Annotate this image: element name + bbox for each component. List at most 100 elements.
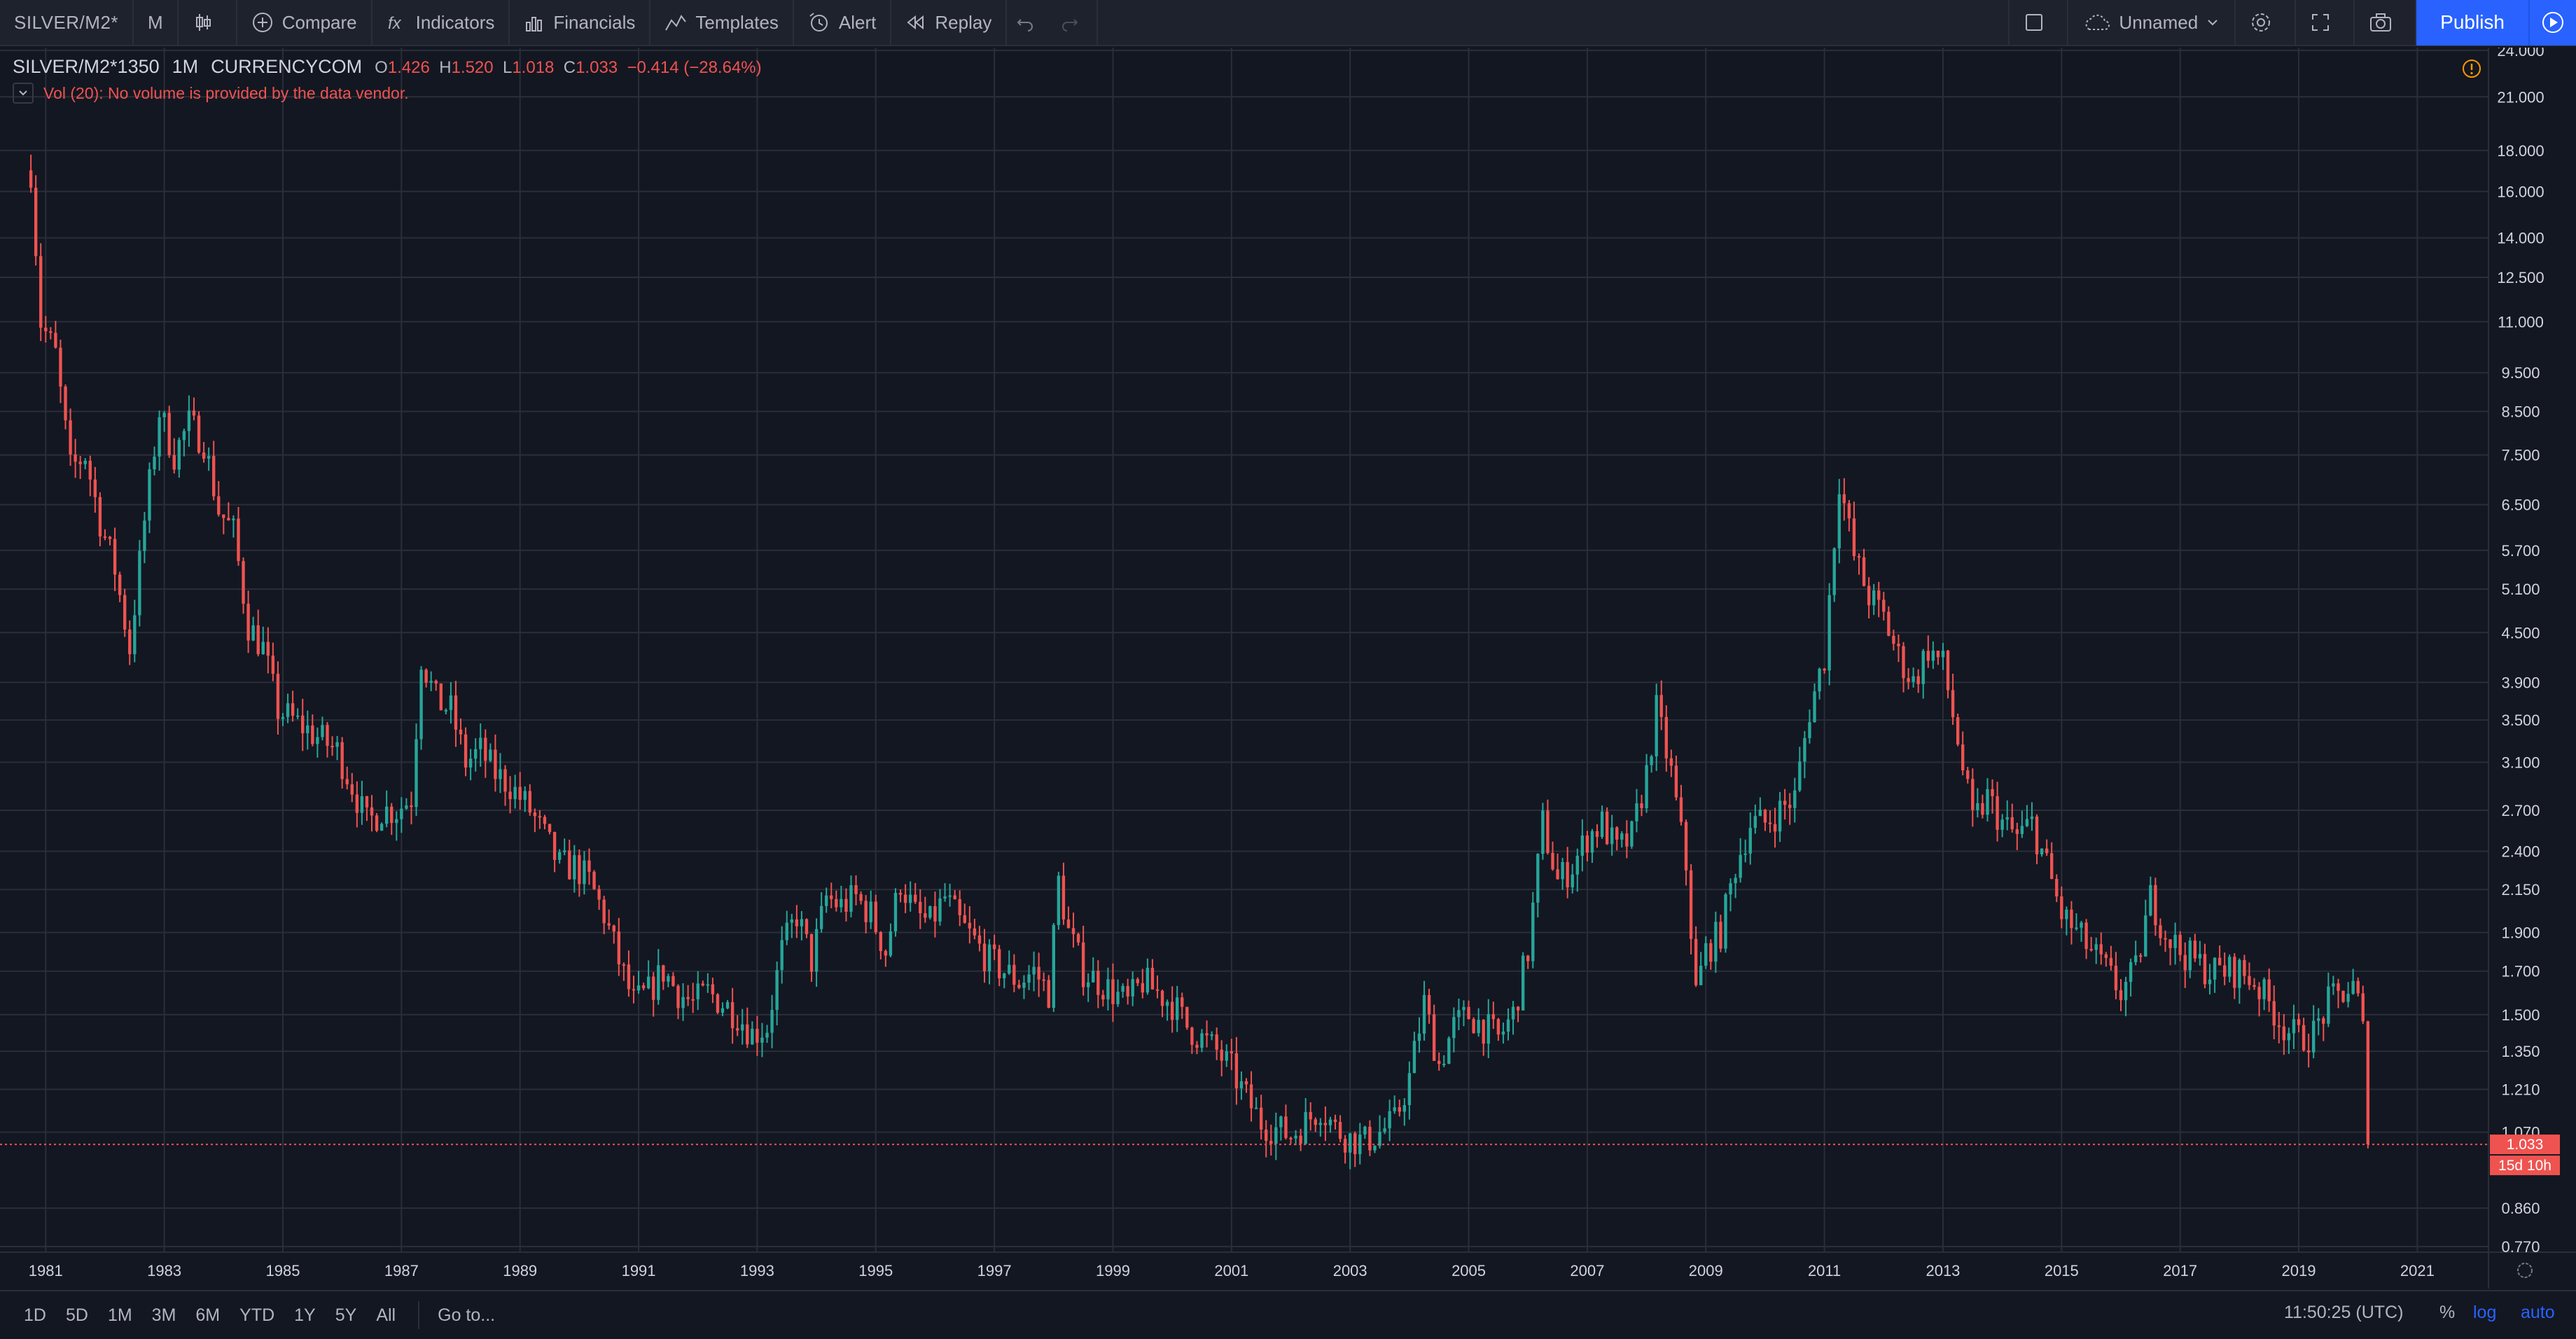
layout-select-button[interactable] <box>2008 0 2069 46</box>
candle-body <box>2213 957 2217 980</box>
undo-button[interactable] <box>1007 0 1052 46</box>
candle-body <box>335 742 339 747</box>
auto-toggle[interactable]: auto <box>2521 1303 2555 1322</box>
candle-body <box>908 894 912 903</box>
candle-body <box>2243 959 2246 976</box>
time-tick-label: 1997 <box>977 1262 1012 1279</box>
candle-body <box>1941 651 1945 658</box>
publish-label: Publish <box>2440 11 2505 33</box>
candle-body <box>607 923 611 926</box>
candle-body <box>64 386 67 421</box>
fullscreen-button[interactable] <box>2296 0 2355 46</box>
goto-button[interactable]: Go to... <box>438 1305 496 1325</box>
candle-body <box>1501 1032 1505 1035</box>
candle-body <box>1047 980 1050 1008</box>
candle-body <box>1659 695 1663 717</box>
time-tick-label: 1985 <box>266 1262 300 1279</box>
candle-body <box>1052 924 1055 1008</box>
publish-button[interactable]: Publish <box>2416 0 2528 46</box>
candle-body <box>1472 1019 1475 1034</box>
candle-body <box>982 943 987 971</box>
candle-body <box>533 812 537 817</box>
close-key: C <box>563 58 576 77</box>
snapshot-button[interactable] <box>2355 0 2417 46</box>
candle-body <box>2297 1019 2301 1025</box>
candle-body <box>286 703 290 717</box>
layout-name-button[interactable]: Unnamed <box>2068 0 2236 46</box>
candle-body <box>1773 824 1777 832</box>
time-tick-label: 2001 <box>1214 1262 1248 1279</box>
range-button-3m[interactable]: 3M <box>151 1305 176 1325</box>
indicators-button[interactable]: fx Indicators <box>373 0 510 46</box>
candle-body <box>1155 989 1160 991</box>
price-tick-label: 3.500 <box>2501 712 2540 729</box>
candle-body <box>830 895 833 899</box>
range-button-ytd[interactable]: YTD <box>239 1305 275 1325</box>
candle-body <box>2104 954 2108 958</box>
range-button-all[interactable]: All <box>376 1305 396 1325</box>
collapse-button[interactable] <box>13 83 34 104</box>
chart-legend: SILVER/M2*1350 1M CURRENCYCOM O1.426 H1.… <box>13 56 762 78</box>
candle-body <box>1907 678 1910 682</box>
candle-body <box>1827 595 1831 671</box>
candle-body <box>636 985 641 991</box>
candle-body <box>1734 877 1737 884</box>
play-button[interactable] <box>2528 0 2576 46</box>
candle-body <box>1343 1139 1347 1153</box>
templates-button[interactable]: Templates <box>650 0 794 46</box>
candle-body <box>128 629 132 655</box>
candle-body <box>1012 964 1016 985</box>
candle-body <box>716 994 720 1013</box>
alert-button[interactable]: Alert <box>794 0 892 46</box>
candle-body <box>1926 651 1930 661</box>
time-tick-label: 1999 <box>1096 1262 1130 1279</box>
price-chart[interactable]: 24.000 21.000 18.000 16.000 14.000 12.500 11.0… <box>0 48 2576 1289</box>
candle-body <box>597 889 601 900</box>
legend-symbol[interactable]: SILVER/M2*1350 <box>13 56 160 77</box>
candle-body <box>632 989 636 991</box>
candle-body <box>2183 955 2187 971</box>
candle-body <box>676 985 680 1008</box>
candle-body <box>1758 810 1762 817</box>
redo-button[interactable] <box>1052 0 1099 46</box>
log-toggle[interactable]: log <box>2473 1303 2497 1322</box>
time-tick-label: 2011 <box>1808 1262 1841 1279</box>
candle-body <box>360 796 364 813</box>
candle-body <box>222 514 225 518</box>
replay-button[interactable]: Replay <box>891 0 1008 46</box>
candle-body <box>1017 985 1021 988</box>
candle-body <box>2322 1018 2325 1024</box>
chart-type-button[interactable] <box>179 0 237 46</box>
range-button-1d[interactable]: 1D <box>24 1305 46 1325</box>
candle-body <box>681 997 685 1008</box>
symbol-search[interactable]: SILVER/M2* <box>0 0 134 46</box>
candle-body <box>1768 822 1772 824</box>
candle-body <box>1788 805 1792 808</box>
candle-body <box>232 518 235 520</box>
candle-body <box>2144 915 2147 957</box>
range-button-6m[interactable]: 6M <box>195 1305 221 1325</box>
financials-button[interactable]: Financials <box>510 0 651 46</box>
candle-body <box>1803 737 1806 762</box>
candle-body <box>355 794 359 813</box>
financials-label: Financials <box>553 11 636 33</box>
candle-body <box>646 976 650 989</box>
redo-icon <box>1062 19 1078 32</box>
utc-clock[interactable]: 11:50:25 (UTC) <box>2284 1303 2404 1322</box>
axis-settings-button[interactable] <box>2517 1263 2533 1278</box>
interval-button[interactable]: M <box>134 0 179 46</box>
settings-button[interactable] <box>2236 0 2297 46</box>
warning-button[interactable] <box>2461 58 2482 83</box>
range-button-1y[interactable]: 1Y <box>294 1305 316 1325</box>
range-button-1m[interactable]: 1M <box>107 1305 132 1325</box>
candle-body <box>657 965 660 1000</box>
candle-body <box>207 455 211 459</box>
candle-body <box>854 884 858 894</box>
range-button-5y[interactable]: 5Y <box>335 1305 357 1325</box>
range-button-5d[interactable]: 5D <box>65 1305 88 1325</box>
percent-toggle[interactable]: % <box>2439 1303 2456 1322</box>
time-tick-label: 2007 <box>1570 1262 1604 1279</box>
compare-button[interactable]: Compare <box>237 0 373 46</box>
candle-body <box>2282 1026 2286 1041</box>
chevron-down-icon <box>19 90 27 96</box>
